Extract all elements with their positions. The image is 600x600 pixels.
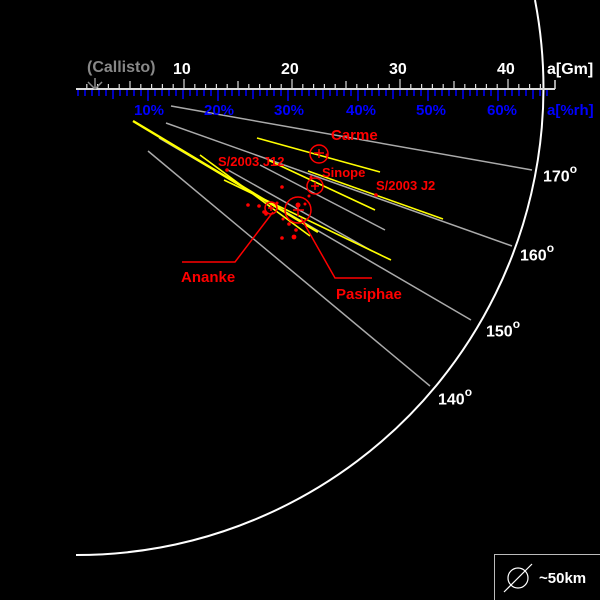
ananke-leader-line bbox=[182, 211, 274, 263]
pasiphae-label: Pasiphae bbox=[336, 286, 402, 303]
pct-tick-50: 50% bbox=[416, 102, 447, 119]
sinope-circle bbox=[306, 177, 324, 195]
sinope-label: Sinope bbox=[322, 165, 366, 180]
callisto-marker bbox=[87, 78, 103, 90]
inclination-140-label: 140o bbox=[438, 385, 473, 409]
gm-tick-40: 40 bbox=[497, 61, 515, 78]
sinope-orbit-range bbox=[267, 159, 376, 211]
s2003j12-orbit-range bbox=[132, 119, 319, 234]
pct-tick-60: 60% bbox=[487, 102, 518, 119]
s2003j12-label: S/2003 J12 bbox=[218, 154, 285, 169]
inclination-150-label: 150o bbox=[486, 317, 521, 341]
ananke-label: Ananke bbox=[181, 269, 236, 286]
callisto-label: (Callisto) bbox=[87, 59, 156, 76]
s2003j2-label: S/2003 J2 bbox=[376, 178, 436, 193]
pct-axis-unit: a[%rh] bbox=[547, 102, 594, 119]
inclination-160-label: 160o bbox=[520, 241, 555, 265]
gm-tick-30: 30 bbox=[389, 61, 407, 78]
size-legend: ~50km bbox=[494, 554, 600, 600]
pasiphae-orbit-range bbox=[223, 179, 392, 261]
diameter-symbol-icon bbox=[503, 563, 533, 593]
pasiphae-leader-line bbox=[300, 217, 372, 279]
pasiphae-circle bbox=[284, 196, 312, 224]
legend-label: ~50km bbox=[539, 570, 587, 587]
gm-axis-unit: a[Gm] bbox=[547, 61, 594, 78]
carme-label: Carme bbox=[331, 127, 378, 144]
hill-sphere-arc bbox=[75, 0, 545, 556]
pct-tick-40: 40% bbox=[346, 102, 377, 119]
pct-tick-10: 10% bbox=[134, 102, 165, 119]
gm-tick-20: 20 bbox=[281, 61, 299, 78]
inclination-lines bbox=[147, 105, 533, 387]
percent-axis-ticks bbox=[77, 90, 548, 101]
gm-axis-ticks bbox=[86, 79, 542, 89]
pct-tick-20: 20% bbox=[204, 102, 235, 119]
minor-moons bbox=[225, 153, 378, 240]
pct-tick-30: 30% bbox=[274, 102, 305, 119]
gm-tick-10: 10 bbox=[173, 61, 191, 78]
inclination-170-label: 170o bbox=[543, 162, 578, 186]
